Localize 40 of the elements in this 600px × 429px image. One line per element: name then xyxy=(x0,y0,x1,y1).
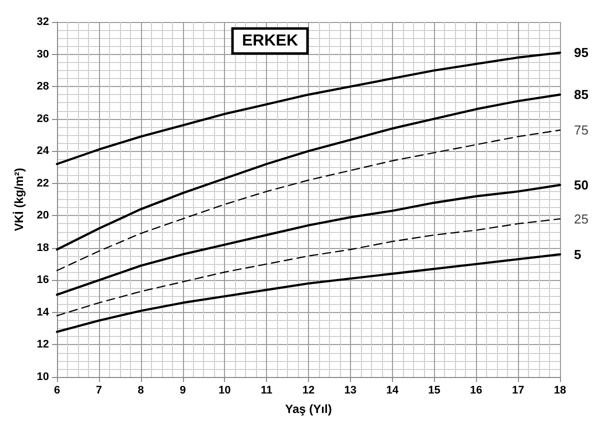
y-tick-label: 24 xyxy=(36,145,50,158)
x-tick-label: 7 xyxy=(96,384,102,396)
y-tick-label: 16 xyxy=(36,274,49,286)
x-axis-title: Yaş (Yıl) xyxy=(285,402,332,416)
y-tick-label: 20 xyxy=(36,210,49,222)
line-series xyxy=(56,94,562,251)
x-tick-label: 16 xyxy=(470,384,482,396)
series-label: 25 xyxy=(574,211,588,226)
y-tick-label: 32 xyxy=(36,16,49,28)
x-tick-label: 8 xyxy=(138,384,144,396)
x-tick-label: 13 xyxy=(344,384,357,396)
line-series xyxy=(56,52,562,166)
series-label: 5 xyxy=(574,246,582,262)
y-tick-label: 12 xyxy=(36,338,49,351)
x-tick-label: 18 xyxy=(554,384,566,396)
line-series xyxy=(56,218,561,316)
series-label: 50 xyxy=(574,177,588,192)
x-tick-label: 11 xyxy=(260,384,272,396)
x-tick-label: 17 xyxy=(512,384,524,396)
series-label: 85 xyxy=(574,87,588,102)
x-tick-label: 12 xyxy=(302,384,315,396)
text: ERKEK xyxy=(242,32,298,50)
series-label: 75 xyxy=(574,122,588,138)
y-axis-title: VKİ (kg/m²) xyxy=(12,168,26,232)
x-tick-label: 6 xyxy=(54,384,60,396)
y-tick-label: 30 xyxy=(36,48,49,60)
y-tick-label: 26 xyxy=(36,112,49,125)
line-series xyxy=(56,253,562,333)
line-series xyxy=(56,130,561,272)
y-tick-label: 14 xyxy=(36,306,50,318)
line-series xyxy=(56,184,562,296)
x-tick-label: 14 xyxy=(386,384,400,396)
y-tick-label: 18 xyxy=(36,242,49,254)
x-tick-label: 15 xyxy=(428,384,440,396)
y-tick-label: 22 xyxy=(36,177,49,190)
y-tick-label: 28 xyxy=(36,80,49,93)
x-tick-label: 9 xyxy=(180,384,186,396)
y-tick-label: 10 xyxy=(36,371,49,383)
series-label: 95 xyxy=(574,45,588,60)
x-tick-label: 10 xyxy=(218,384,231,396)
